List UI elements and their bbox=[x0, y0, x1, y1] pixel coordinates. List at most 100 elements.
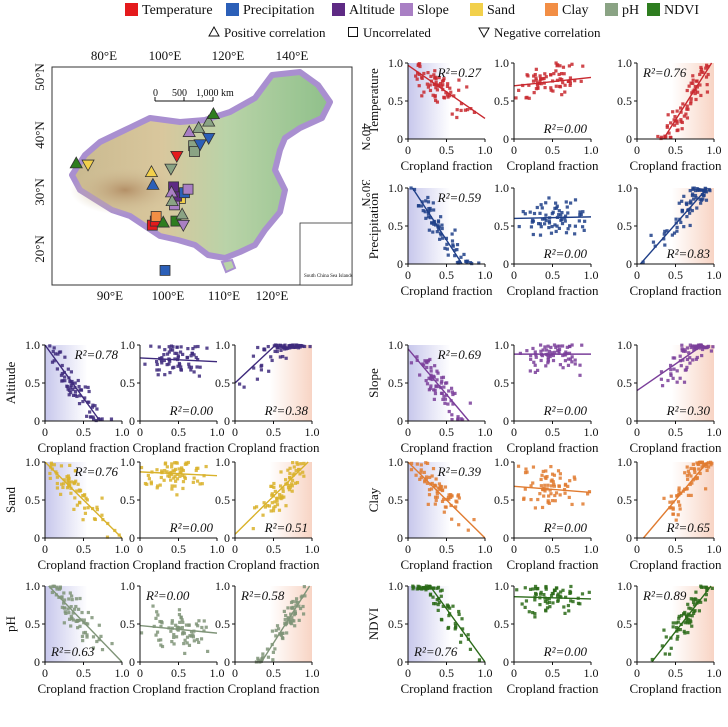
data-point bbox=[531, 346, 535, 351]
data-point bbox=[457, 88, 461, 92]
data-point bbox=[289, 622, 294, 626]
data-point bbox=[552, 72, 556, 76]
data-point bbox=[557, 72, 561, 77]
data-point bbox=[439, 381, 443, 385]
data-point bbox=[552, 482, 556, 487]
r2-annotation: R²=0.58 bbox=[240, 588, 285, 603]
x-tick-label: 0 bbox=[405, 666, 411, 680]
x-tick-label: 1.0 bbox=[584, 666, 599, 680]
x-tick-label: 1.0 bbox=[584, 268, 599, 282]
data-point bbox=[276, 627, 281, 631]
data-point bbox=[454, 505, 458, 509]
data-point bbox=[90, 405, 94, 409]
x-tick-label: 0.5 bbox=[171, 666, 186, 680]
data-point bbox=[69, 370, 74, 374]
y-tick-label: 0 bbox=[626, 132, 632, 146]
data-point bbox=[561, 588, 565, 592]
x-tick-label: 0 bbox=[405, 268, 411, 282]
data-point bbox=[170, 465, 174, 469]
data-point bbox=[563, 219, 567, 223]
x-tick-label: 0.5 bbox=[76, 666, 91, 680]
data-point bbox=[170, 487, 174, 491]
data-point bbox=[95, 508, 99, 512]
x-axis-label: Cropland fraction bbox=[506, 158, 599, 173]
x-tick-label: 1.0 bbox=[707, 268, 722, 282]
data-point bbox=[156, 484, 160, 488]
data-point bbox=[455, 243, 460, 247]
data-point bbox=[51, 349, 55, 354]
x-tick-label: 0.5 bbox=[668, 542, 683, 556]
data-point bbox=[539, 349, 543, 353]
data-point bbox=[297, 618, 301, 622]
data-point bbox=[434, 80, 438, 85]
data-point bbox=[538, 233, 543, 237]
data-point bbox=[425, 461, 430, 466]
data-point bbox=[534, 78, 538, 82]
data-point bbox=[446, 82, 450, 86]
data-point bbox=[515, 588, 519, 592]
y-tick-label: 0.5 bbox=[25, 493, 40, 507]
data-point bbox=[267, 504, 272, 508]
data-point bbox=[690, 481, 694, 485]
data-point bbox=[656, 134, 660, 139]
data-point bbox=[270, 501, 274, 505]
data-point bbox=[683, 621, 687, 625]
data-point bbox=[531, 79, 536, 83]
data-point bbox=[672, 231, 677, 235]
data-point bbox=[440, 84, 444, 88]
data-point bbox=[430, 481, 434, 486]
data-point bbox=[449, 495, 453, 499]
data-point bbox=[288, 485, 292, 489]
data-point bbox=[531, 232, 535, 237]
data-point bbox=[86, 506, 90, 510]
data-point bbox=[663, 229, 667, 233]
data-point bbox=[689, 493, 693, 498]
data-point bbox=[568, 76, 573, 80]
data-point bbox=[178, 620, 182, 624]
data-point bbox=[76, 618, 80, 623]
data-point bbox=[568, 83, 572, 87]
data-point bbox=[440, 499, 445, 504]
data-point bbox=[558, 77, 562, 81]
data-point bbox=[303, 594, 307, 598]
data-point bbox=[566, 484, 570, 488]
data-point bbox=[533, 72, 537, 77]
data-point bbox=[563, 359, 568, 363]
map-site-ph bbox=[202, 114, 216, 127]
data-point bbox=[69, 605, 73, 609]
data-point bbox=[415, 77, 419, 81]
data-point bbox=[456, 494, 460, 498]
precipitation-legend-swatch bbox=[226, 3, 239, 16]
data-point bbox=[541, 469, 545, 474]
x-tick-label: 0.5 bbox=[266, 666, 281, 680]
x-tick-label: 0.5 bbox=[545, 425, 560, 439]
data-point bbox=[677, 614, 681, 619]
data-point bbox=[534, 67, 538, 71]
data-point bbox=[188, 634, 192, 638]
y-tick-label: 0 bbox=[129, 414, 135, 428]
data-point bbox=[557, 347, 562, 352]
data-point bbox=[441, 497, 446, 501]
data-point bbox=[537, 222, 541, 226]
regression-line bbox=[636, 344, 704, 392]
data-point bbox=[571, 600, 575, 604]
data-point bbox=[569, 201, 573, 205]
data-point bbox=[181, 486, 185, 491]
data-point bbox=[706, 344, 711, 348]
data-point bbox=[434, 384, 438, 388]
data-point bbox=[420, 76, 424, 80]
x-tick-label: 0.5 bbox=[439, 425, 454, 439]
data-point bbox=[529, 353, 533, 358]
data-point bbox=[187, 362, 191, 366]
data-point bbox=[566, 363, 571, 367]
data-point bbox=[546, 357, 550, 361]
data-point bbox=[699, 600, 703, 604]
data-point bbox=[177, 608, 182, 612]
data-point bbox=[561, 81, 565, 85]
right-lat-label: 30°N bbox=[359, 179, 370, 207]
data-point bbox=[548, 354, 552, 359]
y-tick-label: 1.0 bbox=[617, 181, 632, 195]
